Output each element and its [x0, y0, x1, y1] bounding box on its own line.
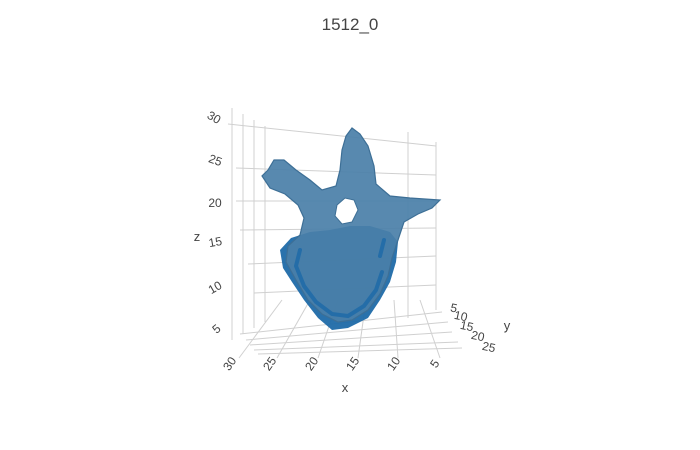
x-axis-title: x [342, 380, 349, 395]
z-tick-25: 25 [207, 151, 225, 169]
y-axis-title: y [504, 318, 511, 333]
z-tick-20: 20 [208, 196, 222, 210]
grid-line-y-1 [245, 321, 449, 341]
z-tick-15: 15 [208, 234, 224, 250]
grid-line-y-2 [249, 331, 453, 346]
x-tick-5: 5 [427, 357, 442, 371]
grid-line-x-0 [238, 299, 283, 359]
x-tick-25: 25 [260, 354, 279, 373]
grid-lines [227, 108, 463, 359]
z-tick-10: 10 [206, 278, 225, 297]
z-tick-5: 5 [209, 321, 223, 336]
y-tick-25: 25 [481, 339, 497, 356]
y-tick-5: 5 [449, 301, 459, 316]
mesh-hole [334, 197, 359, 225]
y-tick-10: 10 [453, 308, 469, 325]
grid-line-y-4 [257, 347, 463, 355]
chart-title: 1512_0 [322, 15, 379, 34]
grid-line-x-1 [276, 299, 311, 359]
z-tick-30: 30 [205, 108, 224, 127]
x-tick-30: 30 [220, 354, 239, 373]
grid-line-z-0 [227, 123, 437, 147]
grid-line-y-3 [253, 341, 459, 351]
x-tick-10: 10 [384, 354, 403, 373]
mesh-ring [293, 238, 386, 319]
axis-titles: x y z [194, 229, 511, 395]
x-tick-15: 15 [343, 354, 362, 373]
y-tick-15: 15 [459, 318, 475, 335]
mesh-surface [261, 127, 442, 330]
y-tick-20: 20 [470, 328, 486, 345]
z-axis-title: z [194, 229, 201, 244]
mesh-body [261, 127, 442, 323]
grid-line-x-4 [393, 299, 399, 359]
